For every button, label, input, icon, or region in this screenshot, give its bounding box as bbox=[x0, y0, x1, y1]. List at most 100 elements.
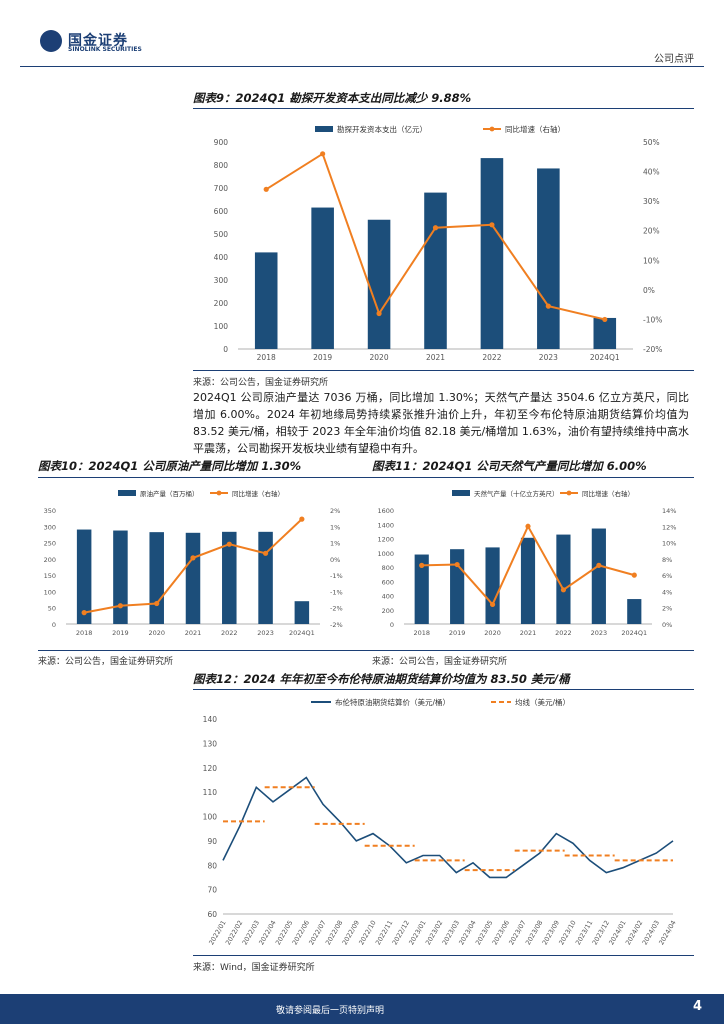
bar bbox=[113, 530, 128, 624]
growth-point bbox=[81, 610, 87, 616]
left-axis-tick-label: 400 bbox=[382, 593, 394, 601]
left-axis-tick-label: 150 bbox=[44, 572, 56, 580]
left-axis-tick-label: 300 bbox=[214, 276, 229, 285]
document-type: 公司点评 bbox=[654, 54, 694, 65]
y-axis-tick-label: 130 bbox=[203, 739, 218, 748]
right-axis-tick-label: 12% bbox=[662, 523, 676, 531]
right-axis-tick-label: 2% bbox=[662, 605, 672, 613]
right-axis-tick-label: 20% bbox=[643, 227, 660, 236]
x-tick-label: 2020 bbox=[148, 629, 165, 637]
bar bbox=[222, 531, 237, 624]
x-tick-label: 2020 bbox=[484, 629, 501, 637]
legend-bar-swatch bbox=[452, 490, 470, 496]
growth-point bbox=[602, 316, 608, 323]
right-axis-tick-label: 10% bbox=[643, 256, 660, 265]
right-axis-tick-label: 50% bbox=[643, 138, 660, 147]
legend-line-label: 同比增速（右轴） bbox=[582, 489, 634, 498]
legend-average-label: 均线（美元/桶） bbox=[515, 697, 570, 707]
bar bbox=[311, 207, 334, 349]
y-axis-tick-label: 60 bbox=[207, 910, 217, 919]
y-axis-tick-label: 140 bbox=[203, 715, 218, 724]
footer-disclaimer: 敬请参阅最后一页特别声明 bbox=[275, 1006, 384, 1016]
header-rule bbox=[20, 66, 704, 67]
bar bbox=[591, 528, 606, 624]
bar bbox=[537, 168, 560, 349]
y-axis-tick-label: 100 bbox=[203, 813, 218, 822]
bar bbox=[149, 532, 164, 624]
growth-point bbox=[454, 561, 460, 568]
legend-bar-label: 天然气产量（十亿立方英尺） bbox=[474, 489, 559, 498]
growth-point bbox=[489, 601, 496, 608]
bar bbox=[294, 601, 310, 624]
x-tick-label: 2018 bbox=[257, 353, 276, 362]
growth-point bbox=[263, 186, 269, 192]
bar bbox=[450, 549, 465, 624]
bar bbox=[520, 537, 536, 624]
y-axis-tick-label: 90 bbox=[207, 837, 217, 846]
bar bbox=[627, 599, 642, 624]
left-axis-tick-label: 600 bbox=[214, 207, 229, 216]
right-axis-tick-label: -20% bbox=[643, 345, 662, 354]
fig11-source: 来源：公司公告，国金证券研究所 bbox=[372, 657, 508, 667]
bar bbox=[424, 192, 447, 349]
logo-name: 国金证券 bbox=[68, 33, 128, 49]
right-axis-tick-label: 14% bbox=[662, 507, 676, 515]
left-axis-tick-label: 0 bbox=[52, 621, 56, 629]
fig12-title-rule bbox=[193, 689, 694, 690]
x-tick-label: 2023 bbox=[257, 629, 274, 637]
fig12-bottom-rule bbox=[193, 955, 694, 956]
left-axis-tick-label: 800 bbox=[214, 161, 229, 170]
legend-bar-swatch bbox=[118, 490, 136, 496]
legend-bar-swatch bbox=[315, 126, 333, 132]
left-axis-tick-label: 1400 bbox=[377, 521, 394, 529]
left-axis-tick-label: 400 bbox=[214, 253, 229, 262]
right-axis-tick-label: -1% bbox=[330, 572, 343, 580]
fig10-source: 来源：公司公告，国金证券研究所 bbox=[38, 657, 174, 667]
right-axis-tick-label: 30% bbox=[643, 197, 660, 206]
right-axis-tick-label: 0% bbox=[643, 286, 655, 295]
x-tick-label: 2022 bbox=[221, 629, 238, 637]
bar bbox=[185, 532, 201, 624]
growth-point bbox=[190, 555, 196, 561]
fig12-chart: 607080901001101201301402022/012022/02202… bbox=[203, 697, 678, 946]
growth-point bbox=[489, 222, 495, 228]
left-axis-tick-label: 700 bbox=[214, 184, 229, 193]
left-axis-tick-label: 0 bbox=[390, 621, 394, 629]
bar bbox=[76, 529, 92, 624]
left-axis-tick-label: 600 bbox=[382, 578, 394, 586]
left-axis-tick-label: 500 bbox=[214, 230, 229, 239]
growth-point bbox=[154, 600, 160, 607]
bar bbox=[367, 219, 391, 349]
fig10-11-title-rule bbox=[38, 477, 694, 478]
x-tick-label: 2021 bbox=[520, 629, 537, 637]
x-tick-label: 2018 bbox=[413, 629, 430, 637]
y-axis-tick-label: 70 bbox=[207, 886, 217, 895]
fig9-source: 来源：公司公告，国金证券研究所 bbox=[193, 378, 329, 388]
x-tick-label: 2022 bbox=[555, 629, 572, 637]
right-axis-tick-label: -1% bbox=[330, 588, 343, 596]
growth-point bbox=[320, 151, 326, 157]
legend-line-marker bbox=[566, 490, 572, 496]
fig10-11-bottom-rule bbox=[38, 650, 694, 651]
fig9-title-rule bbox=[193, 108, 694, 109]
right-axis-tick-label: 4% bbox=[662, 588, 672, 596]
left-axis-tick-label: 200 bbox=[214, 299, 229, 308]
fig10-chart: 0 50 100 150 200 250 300 350 -2% -2% -1% -1% 0% 1% 1% 2… bbox=[44, 489, 343, 637]
growth-point bbox=[376, 310, 382, 317]
right-axis-tick-label: 0% bbox=[662, 621, 672, 629]
y-axis-tick-label: 110 bbox=[203, 788, 218, 797]
bar bbox=[254, 252, 278, 349]
left-axis-tick-label: 350 bbox=[44, 507, 56, 515]
bar bbox=[258, 531, 273, 624]
y-axis-tick-label: 80 bbox=[207, 861, 217, 870]
right-axis-tick-label: 1% bbox=[330, 540, 340, 548]
x-tick-label: 2024Q1 bbox=[590, 353, 620, 362]
x-tick-label: 2019 bbox=[313, 353, 332, 362]
growth-point bbox=[545, 303, 551, 309]
fig12-source: 来源：Wind，国金证券研究所 bbox=[193, 963, 315, 973]
fig9-bottom-rule bbox=[193, 370, 694, 371]
right-axis-tick-label: 2% bbox=[330, 507, 340, 515]
page-number: 4 bbox=[692, 999, 702, 1014]
right-axis-tick-label: -2% bbox=[330, 605, 343, 613]
growth-point bbox=[525, 523, 531, 529]
